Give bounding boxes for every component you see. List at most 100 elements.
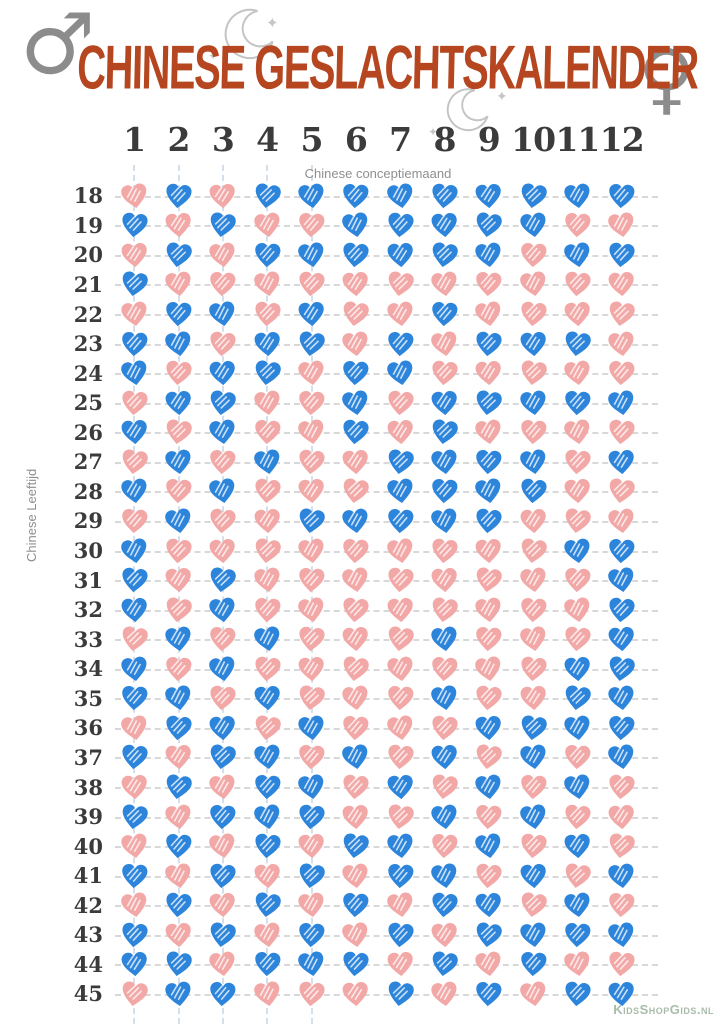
heart-boy [422, 743, 466, 771]
heart-boy [201, 980, 245, 1008]
heart-girl [289, 359, 333, 387]
heart-girl [600, 300, 644, 328]
heart-girl [245, 300, 289, 328]
heart-girl [334, 714, 378, 742]
heart-boy [378, 182, 422, 210]
heart-girl [112, 448, 156, 476]
heart-girl [201, 625, 245, 653]
heart-boy [289, 300, 333, 328]
heart-girl [555, 507, 599, 535]
heart-girl [201, 891, 245, 919]
heart-girl [156, 477, 200, 505]
heart-boy [600, 862, 644, 890]
heart-boy [511, 330, 555, 358]
heart-boy [378, 211, 422, 239]
heart-boy [201, 743, 245, 771]
heart-girl [112, 182, 156, 210]
heart-boy [112, 211, 156, 239]
heart-boy [201, 714, 245, 742]
heart-boy [334, 389, 378, 417]
age-label: 26 [73, 419, 103, 445]
heart-girl [467, 743, 511, 771]
heart-boy [289, 950, 333, 978]
heart-girl [511, 832, 555, 860]
heart-girl [201, 241, 245, 269]
heart-boy [156, 389, 200, 417]
heart-boy [245, 625, 289, 653]
heart-girl [422, 980, 466, 1008]
heart-girl [511, 418, 555, 446]
heart-boy [245, 832, 289, 860]
heart-girl [511, 241, 555, 269]
heart-girl [156, 359, 200, 387]
heart-boy [422, 241, 466, 269]
heart-girl [378, 714, 422, 742]
age-label: 39 [73, 804, 103, 830]
heart-girl [467, 270, 511, 298]
heart-girl [511, 359, 555, 387]
heart-boy [600, 448, 644, 476]
heart-girl [555, 625, 599, 653]
heart-boy [422, 625, 466, 653]
heart-girl [245, 566, 289, 594]
grid-row-age-24: 24 [55, 358, 658, 388]
heart-boy [511, 714, 555, 742]
heart-girl [201, 773, 245, 801]
heart-girl [334, 330, 378, 358]
heart-boy [201, 359, 245, 387]
grid-row-age-29: 29 [55, 506, 658, 536]
age-label: 32 [73, 597, 103, 623]
heart-girl [245, 980, 289, 1008]
age-label: 30 [73, 538, 103, 564]
heart-girl [600, 477, 644, 505]
heart-girl [245, 714, 289, 742]
heart-boy [201, 389, 245, 417]
grid-row-age-25: 25 [55, 388, 658, 418]
heart-girl [334, 980, 378, 1008]
heart-boy [289, 182, 333, 210]
heart-girl [201, 950, 245, 978]
heart-girl [378, 625, 422, 653]
heart-girl [334, 596, 378, 624]
grid-row-age-18: 18 [55, 181, 658, 211]
heart-girl [555, 300, 599, 328]
heart-boy [245, 773, 289, 801]
heart-boy [289, 714, 333, 742]
grid-row-age-30: 30 [55, 536, 658, 566]
heart-girl [289, 743, 333, 771]
heart-girl [378, 270, 422, 298]
heart-girl [289, 566, 333, 594]
heart-girl [289, 684, 333, 712]
heart-boy [201, 596, 245, 624]
heart-girl [467, 537, 511, 565]
heart-girl [245, 211, 289, 239]
heart-girl [422, 921, 466, 949]
heart-girl [422, 655, 466, 683]
heart-boy [467, 182, 511, 210]
heart-girl [156, 537, 200, 565]
grid-row-age-21: 21 [55, 270, 658, 300]
heart-boy [289, 862, 333, 890]
heart-girl [555, 448, 599, 476]
heart-boy [555, 773, 599, 801]
heart-boy [334, 211, 378, 239]
column-header-month-10: 10 [511, 120, 556, 159]
heart-girl [289, 832, 333, 860]
heart-boy [600, 596, 644, 624]
heart-boy [422, 211, 466, 239]
column-header-month-12: 12 [599, 120, 645, 159]
gender-heart-grid: 18 19 20 21 22 23 24 25 26 27 28 29 30 31 32 33 34 35 36 37… [55, 165, 658, 1024]
heart-boy [600, 921, 644, 949]
heart-boy [555, 684, 599, 712]
heart-boy [156, 448, 200, 476]
heart-boy [467, 477, 511, 505]
heart-girl [378, 684, 422, 712]
heart-girl [467, 359, 511, 387]
heart-boy [156, 684, 200, 712]
heart-girl [511, 773, 555, 801]
heart-boy [378, 773, 422, 801]
heart-girl [289, 211, 333, 239]
heart-girl [555, 803, 599, 831]
heart-boy [422, 507, 466, 535]
